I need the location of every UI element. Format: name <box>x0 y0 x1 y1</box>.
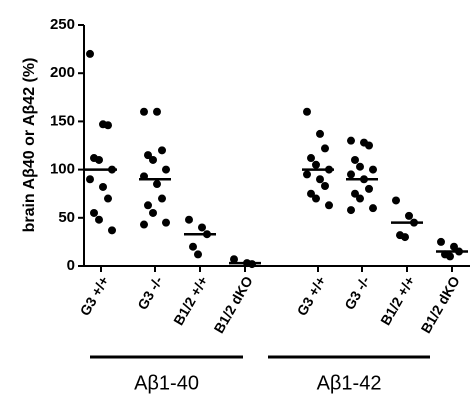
data-point <box>95 215 103 224</box>
y-tick-label: 100 <box>50 161 75 178</box>
data-point <box>99 182 107 191</box>
data-point <box>351 189 359 198</box>
data-point <box>347 136 355 145</box>
data-point <box>90 208 98 217</box>
data-point <box>401 233 409 242</box>
data-point <box>365 184 373 193</box>
data-point <box>365 141 373 150</box>
data-point <box>104 194 112 203</box>
data-point <box>158 146 166 155</box>
data-point <box>230 255 238 264</box>
data-point <box>162 165 170 174</box>
x-tick-label: G3 -/- <box>341 273 373 312</box>
data-point <box>450 242 458 251</box>
data-point <box>153 107 161 116</box>
data-point <box>325 201 333 210</box>
data-point <box>351 155 359 164</box>
y-tick-label: 50 <box>58 209 75 226</box>
data-point <box>108 226 116 235</box>
data-point <box>369 204 377 213</box>
data-point <box>158 194 166 203</box>
x-tick-label: G3 +/+ <box>294 273 329 318</box>
data-point <box>369 165 377 174</box>
y-axis-label: brain Aβ40 or Aβ42 (%) <box>21 58 38 233</box>
data-point <box>153 180 161 189</box>
data-point <box>104 121 112 130</box>
data-point <box>356 162 364 171</box>
data-point <box>185 215 193 224</box>
data-point <box>347 206 355 215</box>
data-point <box>446 252 454 261</box>
group-label: Aβ1-42 <box>317 372 382 394</box>
x-tick-label: G3 +/+ <box>77 273 112 318</box>
y-tick-label: 250 <box>50 16 75 33</box>
group-label: Aβ1-40 <box>134 372 199 394</box>
data-point <box>198 223 206 232</box>
data-point <box>149 155 157 164</box>
data-point <box>356 194 364 203</box>
data-point <box>140 107 148 116</box>
data-point <box>86 175 94 184</box>
data-point <box>321 144 329 153</box>
data-point <box>347 170 355 179</box>
data-point <box>194 250 202 259</box>
data-point <box>307 154 315 163</box>
data-point <box>95 155 103 164</box>
data-point <box>307 189 315 198</box>
data-point <box>303 170 311 179</box>
data-point <box>149 208 157 217</box>
data-point <box>140 220 148 229</box>
x-tick-label: B1/2 +/+ <box>170 273 211 328</box>
x-tick-label: G3 -/- <box>134 273 166 312</box>
data-point <box>162 218 170 227</box>
data-point <box>189 242 197 251</box>
data-point <box>144 151 152 160</box>
data-point <box>303 107 311 116</box>
y-tick-label: 200 <box>50 64 75 81</box>
data-point <box>316 129 324 138</box>
y-tick-label: 150 <box>50 112 75 129</box>
data-point <box>86 49 94 58</box>
data-point <box>312 160 320 169</box>
data-point <box>144 201 152 210</box>
y-tick-label: 0 <box>67 257 75 274</box>
data-point <box>312 194 320 203</box>
data-point <box>405 211 413 220</box>
data-point <box>316 175 324 184</box>
x-tick-label: B1/2 +/+ <box>377 273 418 328</box>
data-point <box>437 237 445 246</box>
data-point <box>392 196 400 205</box>
x-tick-label: B1/2 dKO <box>417 273 462 336</box>
x-tick-label: B1/2 dKO <box>210 273 255 336</box>
data-point <box>321 181 329 190</box>
